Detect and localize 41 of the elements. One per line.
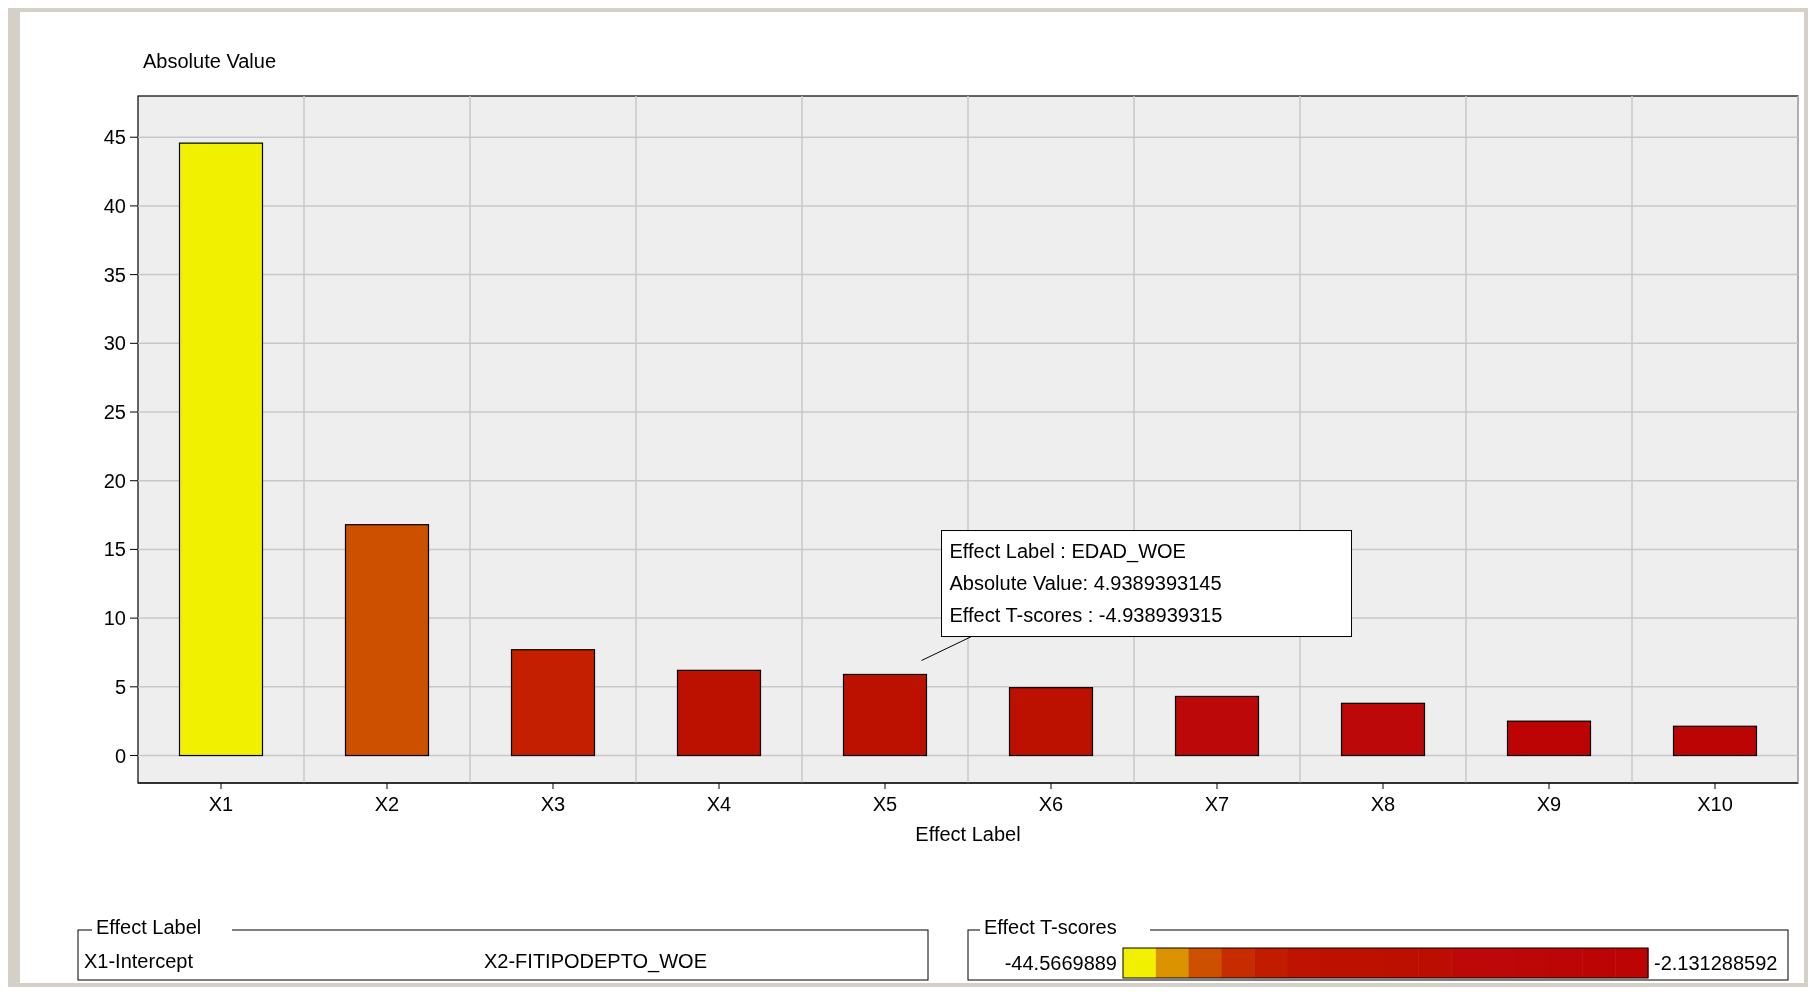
color-bar-label: -2.131288592 [1654, 952, 1778, 974]
x-tick-label: X8 [1370, 793, 1396, 815]
x-tick-label: X5 [872, 793, 898, 815]
x-axis-title: Effect Label [915, 823, 1021, 845]
y-tick-label: 0 [114, 744, 126, 767]
bar [178, 142, 264, 757]
annotation: Effect Label : EDAD_WOE [949, 539, 1186, 563]
x-tick-label: X10 [1697, 793, 1733, 815]
y-tick-label: 45 [103, 126, 126, 149]
x-tick-label: X7 [1204, 793, 1230, 815]
y-tick-label: 10 [103, 607, 126, 630]
x-tick-label: X2 [374, 793, 400, 815]
bar [510, 649, 596, 757]
annotation: Absolute Value: 4.9389393145 [949, 571, 1222, 594]
y-tick-label: 40 [103, 194, 126, 217]
y-tick-label: 20 [103, 469, 126, 492]
y-tick-label: 25 [103, 401, 126, 424]
color-bar-title: Effect T-scores [984, 916, 1117, 938]
y-tick-label: 5 [114, 675, 126, 698]
text: X1-Intercept [84, 950, 194, 972]
legend-title: Effect Label [96, 916, 202, 938]
x-tick-label: X3 [540, 793, 566, 815]
y-tick-label: 15 [103, 538, 126, 561]
y-tick-label: 30 [103, 332, 126, 355]
y-axis-title: Absolute Value [143, 50, 277, 72]
x-tick-label: X9 [1536, 793, 1562, 815]
x-tick-label: X4 [706, 793, 732, 815]
bar [1340, 702, 1426, 757]
x-tick-label: X1 [208, 793, 234, 815]
color-bar-label: -44.5669889 [1004, 952, 1117, 974]
text: X2-FITIPODEPTO_WOE [484, 950, 707, 973]
bar [676, 669, 762, 757]
bar [1008, 687, 1094, 757]
x-tick-label: X6 [1038, 793, 1064, 815]
bar [344, 524, 430, 757]
bar [842, 673, 928, 757]
bar [1174, 695, 1260, 757]
bar [1506, 720, 1592, 757]
annotation: Effect T-scores : -4.938939315 [949, 603, 1223, 626]
bar [1672, 725, 1758, 757]
y-tick-label: 35 [103, 263, 126, 286]
